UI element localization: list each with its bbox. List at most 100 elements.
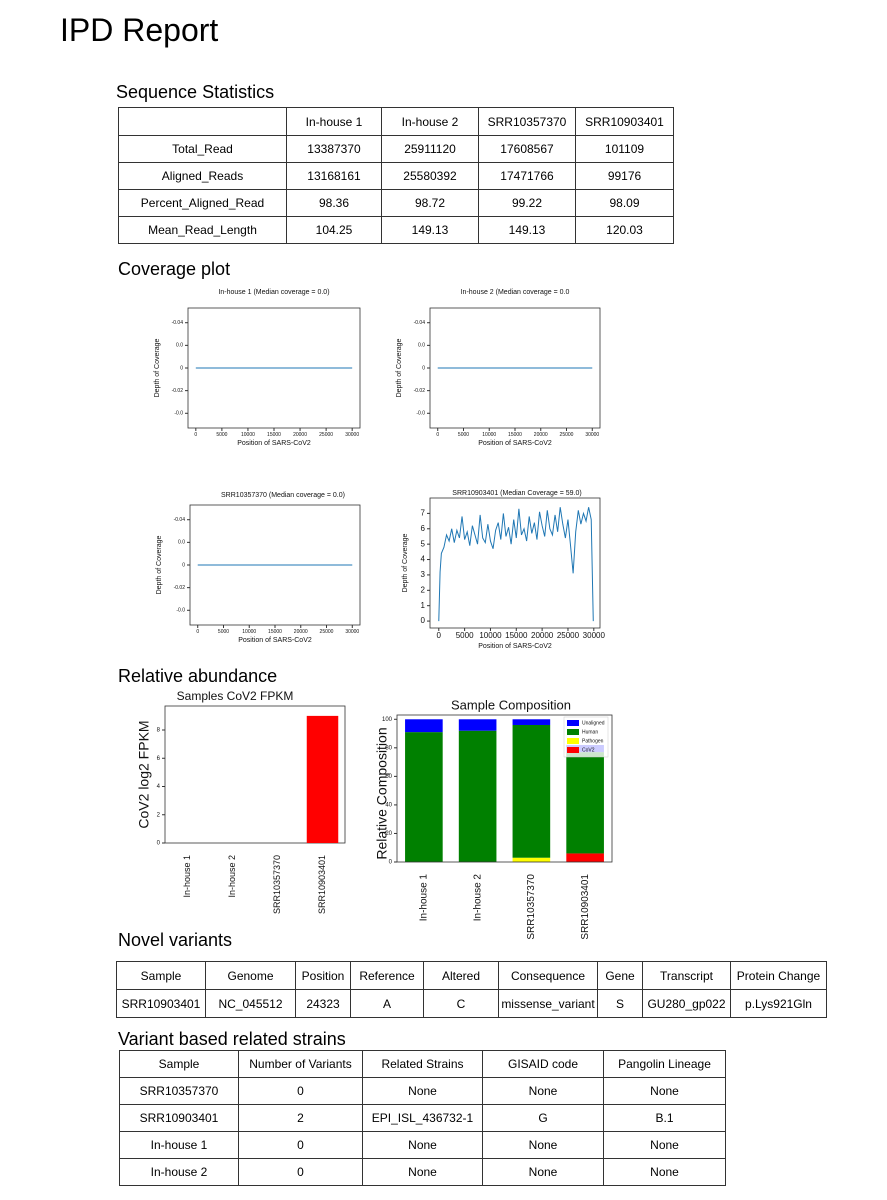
x-tick-label: 20000	[534, 432, 548, 438]
y-tick-label: -0.02	[172, 388, 184, 394]
x-tick-label: 15000	[505, 631, 528, 640]
x-axis-label: Position of SARS-CoV2	[478, 440, 552, 447]
x-tick-label: In-house 2	[227, 855, 237, 898]
plot-frame	[396, 714, 613, 863]
x-tick-label: 0	[436, 432, 439, 438]
y-tick-label: -0.04	[172, 320, 184, 326]
y-tick-label: -0.02	[174, 585, 186, 591]
row-label: Percent_Aligned_Read	[118, 189, 287, 217]
y-tick-label: 4	[421, 555, 426, 564]
legend-label: Unaligned	[582, 720, 605, 726]
related-strains-table: Sample Number of Variants Related Strains G…	[119, 1050, 726, 1186]
y-axis-label: CoV2 log2 FPKM	[136, 720, 152, 828]
table-cell: SRR10903401	[116, 989, 206, 1018]
x-tick-label: SRR10357370	[272, 855, 282, 914]
x-tick-label: 5000	[458, 432, 469, 438]
table-cell: In-house 2	[119, 1158, 239, 1186]
x-tick-label: In-house 1	[419, 874, 430, 922]
x-tick-label: 25000	[319, 432, 333, 438]
table-cell: B.1	[603, 1104, 726, 1132]
y-tick-label: 3	[421, 570, 426, 579]
header-cell: Sample	[116, 961, 206, 990]
legend-label: Pathogen	[582, 738, 604, 744]
bar-segment	[566, 752, 604, 854]
section-title: Novel variants	[118, 930, 233, 950]
bar-segment	[458, 719, 497, 731]
y-tick-label: 2	[421, 585, 426, 594]
y-tick-label: 0	[180, 365, 183, 371]
y-axis-label: Depth of Coverage	[402, 534, 409, 593]
table-cell: 98.36	[286, 189, 382, 217]
y-tick-label: 40	[385, 802, 392, 808]
x-tick-label: 30000	[583, 631, 606, 640]
table-cell: A	[350, 989, 424, 1018]
coverage-line	[438, 507, 594, 622]
y-tick-label: 20	[385, 831, 392, 837]
x-tick-label: 30000	[585, 432, 599, 438]
chart-title: In-house 2 (Median coverage = 0.0	[461, 289, 570, 296]
table-cell: 120.03	[575, 216, 674, 244]
bar-segment	[566, 853, 604, 862]
y-axis-label: Depth of Coverage	[156, 536, 163, 595]
x-tick-label: 0	[194, 432, 197, 438]
header-row: In-house 1 In-house 2 SRR10357370 SRR109034…	[118, 107, 674, 136]
table-cell: missense_variant	[498, 989, 598, 1018]
header-cell: In-house 2	[381, 107, 479, 136]
legend-swatch	[567, 738, 579, 744]
table-cell: 98.72	[381, 189, 479, 217]
y-tick-label: 0	[421, 616, 426, 625]
table-cell: GU280_gp022	[642, 989, 731, 1018]
chart-title: Sample Composition	[451, 697, 571, 712]
y-tick-label: -0.0	[176, 608, 185, 614]
table-cell: 13387370	[286, 135, 382, 163]
chart-title: SRR10903401 (Median Coverage = 59.0)	[452, 490, 581, 497]
y-tick-label: 0	[389, 860, 393, 866]
x-tick-label: 10000	[479, 631, 502, 640]
table-cell: 13168161	[286, 162, 382, 190]
header-cell: Transcript	[642, 961, 731, 990]
table-cell: 149.13	[478, 216, 576, 244]
y-tick-label: -0.04	[174, 517, 186, 523]
table-cell: 2	[238, 1104, 363, 1132]
table-cell: 149.13	[381, 216, 479, 244]
header-cell: Consequence	[498, 961, 598, 990]
section-title: Sequence Statistics	[116, 82, 275, 102]
bar-segment	[512, 857, 551, 862]
section-title: Coverage plot	[118, 259, 231, 279]
x-tick-label: 30000	[345, 432, 359, 438]
table-cell: None	[603, 1131, 726, 1159]
table-cell: None	[482, 1158, 604, 1186]
header-cell: SRR10903401	[575, 107, 674, 136]
header-cell: Pangolin Lineage	[603, 1050, 726, 1078]
y-tick-label: 8	[157, 728, 161, 734]
x-tick-label: 5000	[218, 629, 229, 635]
table-row: SRR10357370 0 None None None	[119, 1077, 726, 1105]
legend-swatch	[567, 720, 579, 726]
header-cell: In-house 1	[286, 107, 382, 136]
bar-segment	[405, 732, 443, 862]
header-cell: Related Strains	[362, 1050, 483, 1078]
x-tick-label: SRR10903401	[317, 855, 327, 914]
chart-title: Samples CoV2 FPKM	[177, 689, 294, 703]
table-row: Mean_Read_Length 104.25 149.13 149.13 120.03	[118, 216, 674, 244]
y-tick-label: 4	[157, 784, 161, 790]
x-axis-label: Position of SARS-CoV2	[237, 440, 311, 447]
row-label: Total_Read	[118, 135, 287, 163]
x-axis-label: Position of SARS-CoV2	[238, 637, 312, 644]
x-tick-label: 10000	[242, 629, 256, 635]
y-tick-label: 0.0	[178, 540, 185, 546]
table-cell: 0	[238, 1158, 363, 1186]
y-tick-label: 80	[385, 745, 392, 751]
bar-segment	[405, 719, 443, 733]
statistics-table: In-house 1 In-house 2 SRR10357370 SRR109034…	[118, 107, 674, 244]
x-tick-label: In-house 2	[472, 874, 483, 922]
y-tick-label: 60	[385, 774, 392, 780]
table-cell: None	[603, 1158, 726, 1186]
plot-frame	[429, 497, 601, 629]
section-title: Variant based related strains	[118, 1029, 346, 1049]
y-tick-label: 7	[421, 508, 426, 517]
row-label: Aligned_Reads	[118, 162, 287, 190]
